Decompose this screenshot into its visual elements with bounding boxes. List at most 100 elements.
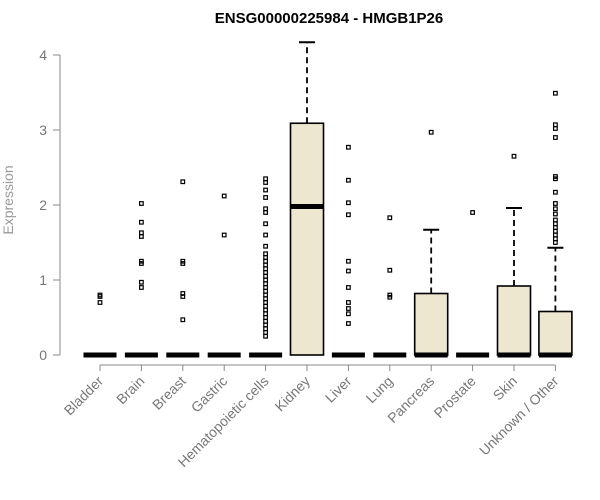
outlier-point [552, 228, 558, 234]
outlier-point [180, 291, 186, 296]
outlier-point [263, 318, 268, 324]
outlier-point [263, 221, 268, 227]
y-tick-label: 4 [39, 47, 47, 63]
x-tick-label: Prostate [431, 373, 479, 421]
y-tick-label: 1 [39, 272, 47, 288]
x-tick-label: Unknown / Other [476, 373, 562, 459]
outlier-point [221, 193, 227, 199]
outlier-point [97, 292, 103, 298]
chart-title: ENSG00000225984 - HMGB1P26 [215, 10, 443, 27]
outlier-point [346, 285, 351, 290]
outlier-point [263, 322, 268, 328]
outlier-point [470, 210, 475, 215]
y-axis: 0 1 2 3 4 [39, 47, 61, 363]
plot-area [83, 41, 573, 358]
outlier-point [139, 258, 144, 264]
x-tick-label: Bladder [61, 373, 107, 419]
outlier-point [263, 330, 268, 335]
outlier-point [263, 311, 268, 317]
y-tick-label: 2 [39, 197, 47, 213]
box-iqr [413, 292, 449, 356]
box-iqr [289, 122, 325, 356]
outlier-point [263, 277, 268, 283]
x-tick-label: Skin [490, 373, 521, 404]
outlier-point [263, 296, 268, 302]
outlier-point [552, 201, 558, 206]
outlier-point [552, 135, 558, 140]
outlier-point [263, 195, 268, 200]
outlier-point [263, 232, 268, 238]
outlier-point [552, 90, 558, 96]
outlier-point [263, 307, 268, 313]
box-group [166, 179, 200, 358]
outlier-point [263, 258, 268, 264]
outlier-point [511, 153, 517, 159]
outlier-point [263, 292, 268, 298]
box-group [83, 292, 117, 358]
outlier-point [346, 306, 351, 311]
outlier-point [97, 300, 103, 305]
box-group [249, 176, 283, 358]
outlier-point [387, 292, 393, 298]
outlier-point [552, 211, 558, 217]
outlier-point [346, 268, 351, 274]
outlier-point [552, 122, 558, 128]
outlier-point [263, 262, 268, 268]
outlier-point [552, 236, 558, 242]
outlier-point [139, 219, 144, 225]
outlier-point [263, 176, 268, 182]
outlier-point [552, 225, 558, 230]
box-group [456, 210, 490, 358]
outlier-point [263, 281, 268, 287]
outlier-point [263, 270, 268, 275]
x-tick-label: Brain [113, 373, 147, 407]
y-tick-label: 3 [39, 122, 47, 138]
outlier-point [346, 144, 351, 150]
outlier-point [139, 230, 144, 236]
outlier-point [552, 206, 558, 212]
outlier-point [263, 206, 268, 212]
outlier-point [180, 317, 186, 323]
outlier-point [139, 201, 144, 206]
outlier-point [180, 258, 186, 264]
outlier-point [263, 243, 268, 249]
outlier-point [387, 267, 393, 273]
outlier-point [263, 180, 268, 185]
outlier-point [346, 300, 351, 305]
outlier-point [263, 315, 268, 320]
x-tick-label: Lung [363, 373, 396, 406]
outlier-point [263, 285, 268, 290]
box-group [496, 153, 532, 358]
outlier-point [263, 266, 268, 272]
box-group [331, 144, 365, 358]
box-group [289, 41, 325, 356]
outlier-point [346, 177, 351, 183]
outlier-point [552, 240, 558, 245]
outlier-point [139, 285, 144, 290]
box-group [373, 215, 407, 358]
outlier-point [263, 303, 268, 309]
x-tick-label: Liver [322, 373, 355, 406]
x-tick-label: Kidney [272, 373, 314, 415]
outlier-point [552, 221, 558, 227]
outlier-point [263, 300, 268, 305]
outlier-point [346, 311, 351, 317]
outlier-point [263, 187, 268, 193]
outlier-point [346, 200, 351, 206]
outlier-point [263, 251, 268, 257]
outlier-point [263, 273, 268, 279]
outlier-point [552, 232, 558, 238]
outlier-point [552, 217, 558, 223]
outlier-point [552, 126, 558, 131]
outlier-point [346, 321, 351, 326]
y-axis-label: Expression [0, 165, 16, 234]
box-group [207, 193, 241, 358]
box-group [124, 201, 158, 358]
outlier-point [552, 174, 558, 179]
box-group [538, 90, 573, 358]
outlier-point [180, 179, 186, 185]
outlier-point [387, 215, 393, 221]
box-iqr [538, 310, 573, 356]
